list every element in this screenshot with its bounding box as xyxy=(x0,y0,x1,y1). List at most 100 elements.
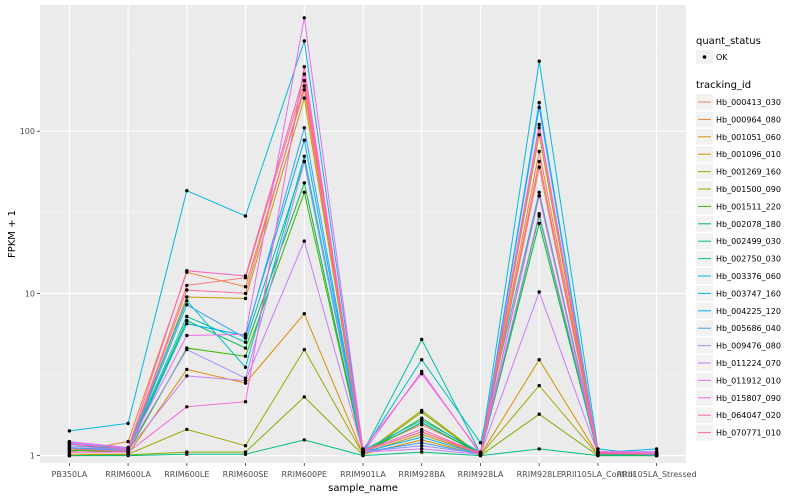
data-point xyxy=(420,435,424,439)
data-point xyxy=(420,358,424,362)
data-point xyxy=(185,347,189,352)
data-point xyxy=(302,78,306,83)
data-point xyxy=(420,447,424,451)
x-tick-label: RRIM901LA xyxy=(340,470,386,479)
data-point xyxy=(537,190,541,194)
data-point xyxy=(185,374,189,378)
legend-title-quant-status: quant_status xyxy=(696,36,761,47)
data-point xyxy=(243,332,248,336)
legend-label: Hb_003747_160 xyxy=(716,289,781,298)
data-point xyxy=(185,405,189,409)
data-point xyxy=(361,449,365,454)
legend-label: Hb_001500_090 xyxy=(716,185,781,194)
data-point xyxy=(537,100,541,105)
legend: quant_status OK tracking_id Hb_000413_03… xyxy=(696,36,781,441)
legend-label: Hb_005686_040 xyxy=(716,324,781,333)
data-point xyxy=(126,449,130,454)
data-point xyxy=(185,318,189,323)
data-point xyxy=(537,447,541,451)
data-point xyxy=(243,346,248,350)
data-point xyxy=(185,299,189,303)
data-point xyxy=(537,126,541,130)
data-point xyxy=(243,444,248,448)
x-tick-label: RRIM928BA xyxy=(398,470,445,479)
data-point xyxy=(420,444,424,448)
data-point xyxy=(420,410,424,414)
legend-label: Hb_015807_090 xyxy=(716,394,781,403)
x-tick-label: RRIM600LE xyxy=(164,470,209,479)
data-point xyxy=(420,432,424,437)
data-point xyxy=(537,290,541,294)
legend-label: Hb_004225_120 xyxy=(716,307,781,316)
data-point xyxy=(185,295,189,299)
x-axis-ticks: PB350LA RRIM600LA RRIM600LE RRIM600SE RRIM60… xyxy=(52,463,697,479)
data-point xyxy=(537,412,541,416)
data-point xyxy=(537,383,541,388)
data-point xyxy=(302,138,306,142)
x-tick-label: RRIM928LA xyxy=(458,470,504,479)
data-point xyxy=(537,221,541,226)
data-point xyxy=(654,452,659,456)
x-tick-label: RRII105LA_Control xyxy=(561,470,635,479)
data-point xyxy=(126,439,130,444)
x-axis-title: sample_name xyxy=(328,483,398,494)
data-points xyxy=(67,16,659,458)
data-point xyxy=(126,447,130,451)
data-point xyxy=(596,451,600,455)
data-point xyxy=(67,447,72,451)
data-point xyxy=(302,16,306,20)
data-point xyxy=(420,369,424,374)
data-point xyxy=(185,283,189,288)
y-tick-label: 1 xyxy=(30,452,35,461)
data-point xyxy=(302,347,306,352)
data-point xyxy=(537,194,541,198)
data-point xyxy=(185,322,189,326)
data-point xyxy=(537,122,541,127)
data-point xyxy=(185,303,189,307)
legend-label: Hb_003376_060 xyxy=(716,272,781,281)
y-axis-ticks: 1 10 100 xyxy=(20,127,40,461)
data-point xyxy=(420,438,424,442)
legend-label: Hb_011912_010 xyxy=(716,376,781,385)
data-point xyxy=(302,96,306,100)
legend-label: Hb_064047_020 xyxy=(716,411,781,420)
data-point xyxy=(126,453,130,458)
data-point xyxy=(185,189,189,193)
data-point xyxy=(243,336,248,340)
data-point xyxy=(185,269,189,273)
data-point xyxy=(185,314,189,319)
data-point xyxy=(420,337,424,342)
data-point xyxy=(302,181,306,185)
legend-label-quant-ok: OK xyxy=(716,53,728,62)
legend-label: Hb_002750_030 xyxy=(716,255,781,264)
legend-label: Hb_001269_160 xyxy=(716,168,781,177)
legend-label: Hb_001051_060 xyxy=(716,133,781,142)
data-point xyxy=(537,358,541,362)
legend-label: Hb_009476_080 xyxy=(716,342,781,351)
data-point xyxy=(243,291,248,296)
data-point xyxy=(478,441,483,445)
data-point xyxy=(302,39,306,43)
x-tick-label: RRIM600SE xyxy=(223,470,269,479)
data-point xyxy=(420,418,424,422)
x-tick-label: RRIM928LE xyxy=(517,470,562,479)
legend-items: Hb_000413_030 Hb_000964_080 Hb_001051_060 H… xyxy=(696,94,781,441)
x-tick-label: PB350LA xyxy=(52,470,88,479)
legend-title-tracking-id: tracking_id xyxy=(696,80,751,91)
data-point xyxy=(302,88,306,92)
data-point xyxy=(67,442,72,446)
data-point xyxy=(243,376,248,380)
y-axis-title: FPKM + 1 xyxy=(7,210,18,258)
data-point xyxy=(537,149,541,154)
legend-label: Hb_001096_010 xyxy=(716,150,781,159)
data-point xyxy=(596,447,600,451)
data-point xyxy=(420,441,424,445)
legend-label: Hb_000413_030 xyxy=(716,98,781,107)
data-point xyxy=(302,65,306,69)
data-point xyxy=(67,450,72,454)
data-point xyxy=(243,214,248,218)
data-point xyxy=(302,72,306,76)
data-point xyxy=(243,296,248,301)
data-point xyxy=(420,450,424,454)
